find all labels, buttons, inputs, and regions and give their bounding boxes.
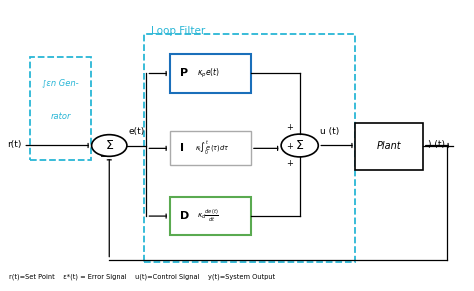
Text: $\kappa_p e(t)$: $\kappa_p e(t)$ [197,67,220,80]
Text: Plant: Plant [377,141,401,151]
Text: r(t): r(t) [7,140,21,149]
Text: r(t)=Set Point    ε*(t) = Error Signal    u(t)=Control Signal    y(t)=System Out: r(t)=Set Point ε*(t) = Error Signal u(t)… [9,273,275,280]
Text: +: + [286,159,293,168]
FancyBboxPatch shape [170,54,251,93]
Text: I: I [180,143,184,153]
Text: −: − [100,152,108,162]
Text: ) (t): ) (t) [428,140,446,149]
Text: ∫εn Gen-: ∫εn Gen- [42,78,79,87]
Text: Loop Filter: Loop Filter [151,26,205,36]
FancyBboxPatch shape [170,131,251,166]
Text: +: + [286,141,293,150]
Text: $\kappa_d\frac{de(t)}{dt}$: $\kappa_d\frac{de(t)}{dt}$ [197,208,219,224]
Text: rator: rator [50,113,71,121]
Text: $\Sigma$: $\Sigma$ [105,139,114,152]
Text: e(t): e(t) [129,127,145,136]
Circle shape [281,134,319,157]
FancyBboxPatch shape [170,197,251,235]
FancyBboxPatch shape [356,123,423,170]
Text: $\kappa_i\!\int_0^t\!e(\tau)d\tau$: $\kappa_i\!\int_0^t\!e(\tau)d\tau$ [195,139,229,157]
Text: P: P [180,68,188,79]
Text: u (t): u (t) [319,127,339,136]
Text: $\Sigma$: $\Sigma$ [295,139,304,152]
Text: +: + [286,123,293,132]
Circle shape [91,135,127,156]
Text: D: D [180,211,189,221]
